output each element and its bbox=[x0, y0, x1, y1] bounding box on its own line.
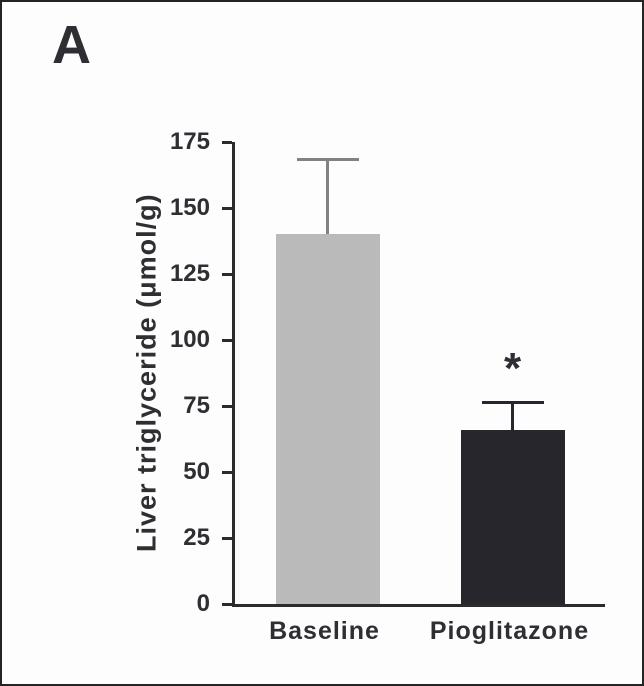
bar-baseline bbox=[275, 234, 380, 604]
panel-label: A bbox=[52, 15, 91, 75]
significance-asterisk: * bbox=[503, 343, 522, 393]
y-tick-label: 175 bbox=[169, 128, 210, 155]
error-bar-cap bbox=[296, 157, 359, 161]
x-axis-labels: Baseline Pioglitazone bbox=[232, 617, 602, 653]
y-tick-mark bbox=[222, 338, 232, 342]
bar-pioglitazone bbox=[460, 429, 565, 604]
y-tick-mark bbox=[222, 602, 232, 606]
y-tick-mark bbox=[222, 140, 232, 144]
y-tick-mark bbox=[222, 536, 232, 540]
plot-area: * bbox=[232, 142, 605, 607]
y-tick-mark bbox=[222, 404, 232, 408]
y-tick-label: 125 bbox=[169, 260, 210, 287]
y-tick-label: 100 bbox=[169, 326, 210, 353]
y-tick-label: 0 bbox=[196, 590, 210, 617]
y-axis-ticks: 0 25 50 75 100 125 150 175 bbox=[2, 128, 232, 617]
y-tick-label: 25 bbox=[183, 524, 210, 551]
error-bar-cap bbox=[481, 400, 544, 404]
x-tick-label: Baseline bbox=[269, 617, 380, 645]
y-tick-label: 150 bbox=[169, 194, 210, 221]
y-tick-mark bbox=[222, 272, 232, 276]
error-bar-whisker bbox=[326, 157, 329, 235]
y-tick-label: 50 bbox=[183, 458, 210, 485]
y-tick-label: 75 bbox=[183, 392, 210, 419]
y-tick-mark bbox=[222, 470, 232, 474]
error-bar-whisker bbox=[511, 400, 514, 430]
y-tick-mark bbox=[222, 206, 232, 210]
x-tick-label: Pioglitazone bbox=[429, 617, 590, 645]
